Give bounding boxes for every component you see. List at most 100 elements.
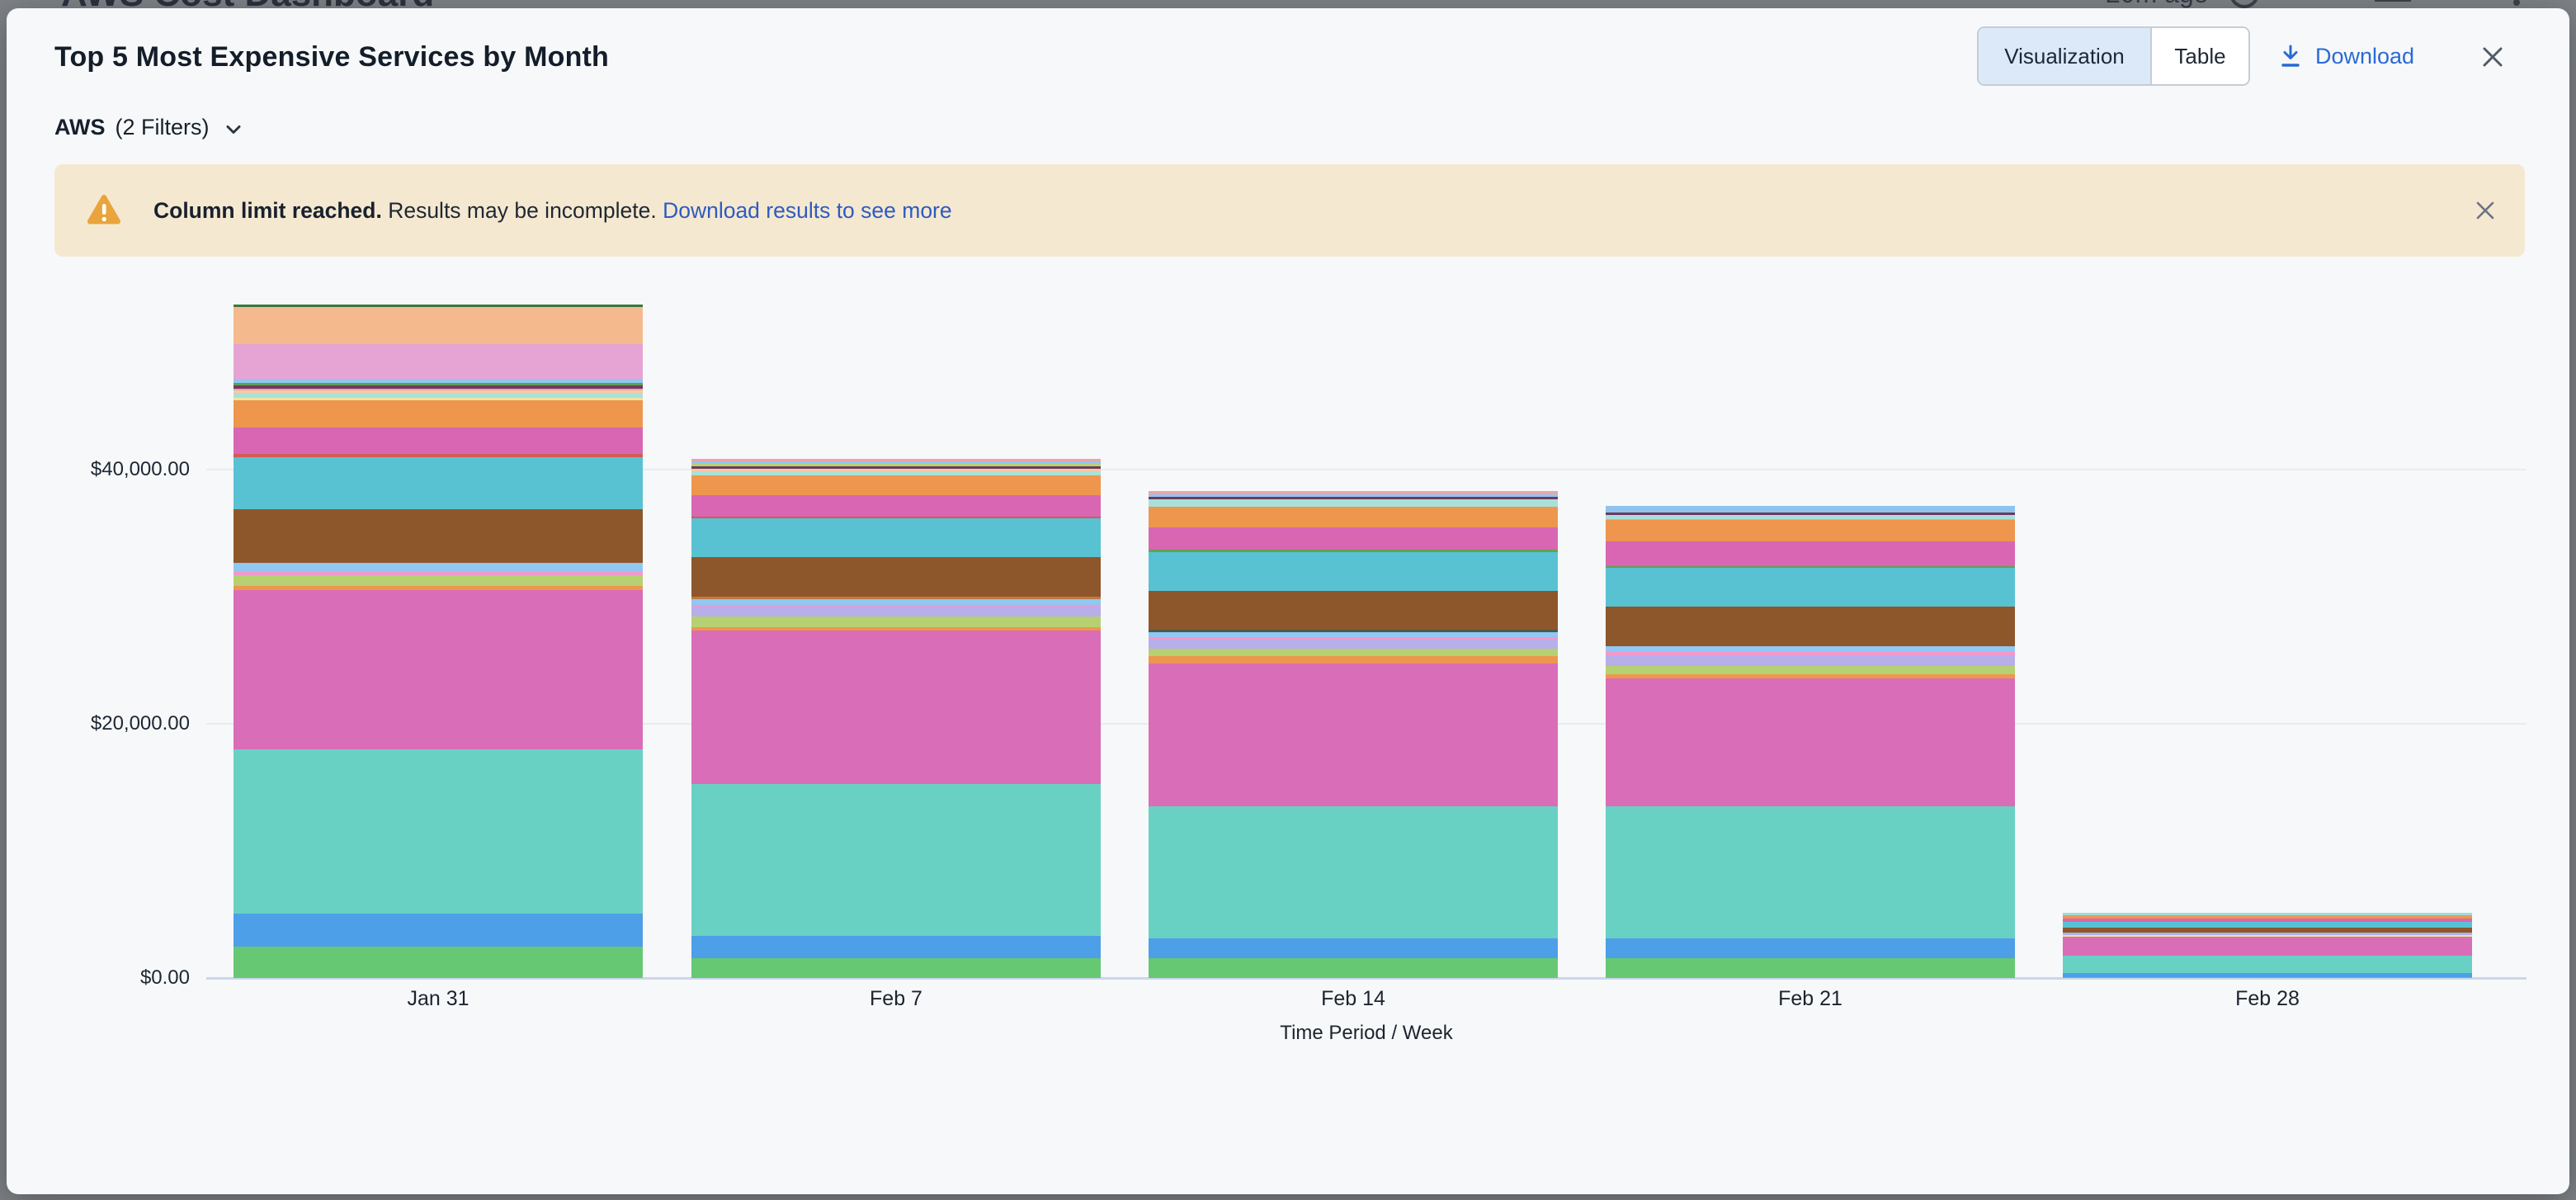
bar-segment[interactable] (234, 378, 643, 383)
bar-segment[interactable] (234, 397, 643, 400)
bar-segment[interactable] (691, 606, 1101, 617)
bar-segment[interactable] (1149, 648, 1558, 656)
close-icon[interactable] (2474, 38, 2512, 76)
bar-segment[interactable] (234, 574, 643, 586)
bar-segment[interactable] (1149, 663, 1558, 806)
bar-segment[interactable] (1149, 498, 1558, 507)
bar-segment[interactable] (691, 470, 1101, 475)
bar-segment[interactable] (691, 556, 1101, 597)
bar-segment[interactable] (1606, 505, 2015, 513)
bar-segment[interactable] (234, 589, 643, 749)
bar-segment[interactable] (691, 516, 1101, 518)
bar-segment[interactable] (2063, 955, 2472, 973)
bar-segment[interactable] (1149, 655, 1558, 664)
bar-segment[interactable] (234, 390, 643, 394)
bar-segment[interactable] (691, 626, 1101, 631)
bar-segment[interactable] (691, 936, 1101, 958)
bar-segment[interactable] (234, 571, 643, 575)
bar-segment[interactable] (691, 463, 1101, 466)
bar-segment[interactable] (1606, 957, 2015, 978)
bar-segment[interactable] (1606, 938, 2015, 958)
bar-segment[interactable] (1149, 496, 1558, 499)
bar-segment[interactable] (1149, 551, 1558, 591)
bar-segment[interactable] (234, 388, 643, 390)
bar-segment[interactable] (1606, 514, 2015, 519)
bar-segment[interactable] (1606, 512, 2015, 515)
banner-close-icon[interactable] (2470, 196, 2500, 225)
bar-segment[interactable] (1606, 654, 2015, 666)
bar-segment[interactable] (234, 306, 643, 344)
bar-segment[interactable] (1149, 490, 1558, 494)
bar-segment[interactable] (234, 304, 643, 307)
chart-modal: Top 5 Most Expensive Services by Month V… (7, 8, 2569, 1194)
bar-segment[interactable] (1606, 645, 2015, 652)
bar-segment[interactable] (234, 562, 643, 572)
bar-segment[interactable] (1149, 636, 1558, 640)
bar-segment[interactable] (1149, 639, 1558, 649)
bar-segment[interactable] (2063, 927, 2472, 933)
bar-segment[interactable] (1149, 590, 1558, 630)
bar-segment[interactable] (1149, 494, 1558, 497)
bar-segment[interactable] (1606, 606, 2015, 646)
bar-segment[interactable] (234, 393, 643, 398)
bar-segment[interactable] (1606, 678, 2015, 806)
bar-segment[interactable] (1149, 806, 1558, 938)
bar-segment[interactable] (1149, 938, 1558, 958)
bar-segment[interactable] (1149, 957, 1558, 978)
banner-download-link[interactable]: Download results to see more (663, 197, 952, 223)
bar-segment[interactable] (1606, 806, 2015, 938)
bar-segment[interactable] (691, 596, 1101, 599)
bar-segment[interactable] (234, 399, 643, 428)
bar-segment[interactable] (1606, 519, 2015, 541)
bar-segment[interactable] (2063, 921, 2472, 928)
bar-segment[interactable] (691, 630, 1101, 784)
bar-segment[interactable] (2063, 914, 2472, 919)
bar-segment[interactable] (691, 475, 1101, 495)
bar-segment[interactable] (234, 913, 643, 947)
bar-segment[interactable] (1606, 673, 2015, 678)
bar-segment[interactable] (2063, 934, 2472, 937)
bar-segment[interactable] (691, 598, 1101, 605)
bar-segment[interactable] (234, 427, 643, 454)
bar-segment[interactable] (234, 585, 643, 590)
bar-segment[interactable] (691, 604, 1101, 607)
download-button[interactable]: Download (2277, 26, 2414, 86)
bar-segment[interactable] (1149, 549, 1558, 552)
bar-segment[interactable] (691, 468, 1101, 471)
bar-segment[interactable] (234, 749, 643, 914)
tab-table[interactable]: Table (2152, 28, 2248, 84)
bar-segment[interactable] (691, 616, 1101, 627)
bar-segment[interactable] (234, 385, 643, 389)
bar-segment[interactable] (2063, 932, 2472, 935)
bar-segment[interactable] (691, 465, 1101, 469)
bar-segment[interactable] (1606, 567, 2015, 607)
bar-segment[interactable] (691, 517, 1101, 557)
bar-segment[interactable] (1606, 541, 2015, 566)
bar-segment[interactable] (691, 957, 1101, 978)
bar-segment[interactable] (2063, 912, 2472, 915)
bar-segment[interactable] (1606, 665, 2015, 674)
bar-segment[interactable] (1606, 565, 2015, 568)
bar-segment[interactable] (1149, 629, 1558, 632)
bar-segment[interactable] (1606, 651, 2015, 655)
bar-segment[interactable] (1606, 518, 2015, 520)
bar-segment[interactable] (691, 458, 1101, 461)
bar-segment[interactable] (691, 494, 1101, 517)
bar-segment[interactable] (2063, 918, 2472, 922)
bar-segment[interactable] (234, 946, 643, 978)
bar-segment[interactable] (1149, 506, 1558, 527)
bar-segment[interactable] (1149, 527, 1558, 550)
filter-dropdown[interactable]: AWS (2 Filters) (54, 111, 244, 144)
bar-segment[interactable] (234, 382, 643, 385)
bar-segment[interactable] (2063, 936, 2472, 956)
bar-segment[interactable] (234, 456, 643, 509)
tab-visualization[interactable]: Visualization (1979, 28, 2152, 84)
bar-segment[interactable] (234, 508, 643, 563)
bar-segment[interactable] (234, 343, 643, 379)
bar-segment[interactable] (691, 783, 1101, 936)
bar-segment[interactable] (1149, 631, 1558, 637)
bar-segment[interactable] (2063, 972, 2472, 977)
bar-segment[interactable] (234, 453, 643, 457)
bar-segment[interactable] (2063, 976, 2472, 978)
bar-segment[interactable] (691, 461, 1101, 464)
